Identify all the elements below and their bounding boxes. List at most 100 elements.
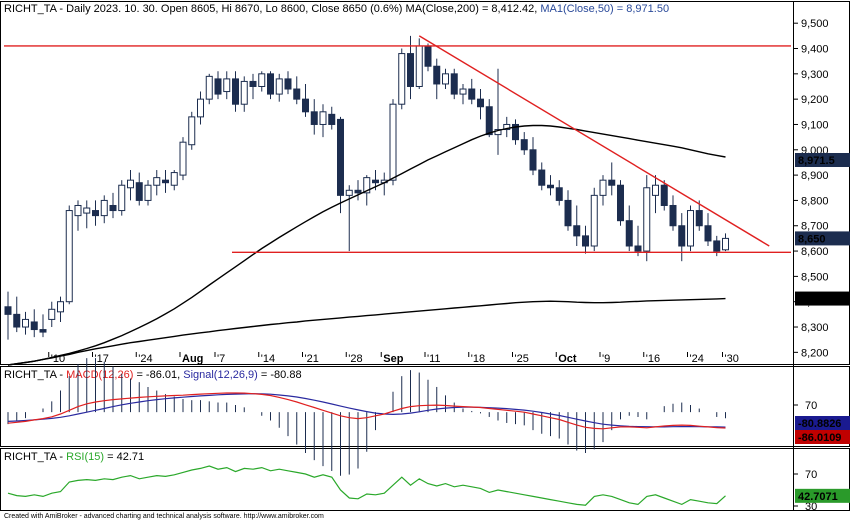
- candle: [713, 235, 721, 257]
- y-tick-label: 8,200: [801, 347, 829, 359]
- candle: [354, 180, 362, 201]
- candle: [485, 99, 493, 138]
- candle: [433, 58, 441, 100]
- candle: [538, 162, 546, 191]
- rsi-header-part1: RICHT_TA -: [4, 451, 66, 463]
- candle: [459, 83, 467, 105]
- candle: [625, 205, 633, 252]
- candle: [4, 291, 12, 340]
- x-tick-label: '25: [515, 353, 529, 365]
- candle: [22, 311, 29, 335]
- macd-header: RICHT_TA - MACD(12,26) = -86.01, Signal(…: [4, 369, 302, 381]
- candle: [39, 314, 47, 338]
- macd-header-part3: = -86.01,: [133, 369, 183, 381]
- candle: [179, 137, 187, 181]
- candle: [678, 213, 686, 262]
- rsi-badge-text: 42.7071: [798, 491, 838, 503]
- candle: [223, 71, 231, 100]
- x-tick-label: '17: [95, 353, 109, 365]
- footer-credit: Created with AmiBroker - advanced charti…: [4, 513, 324, 520]
- y-tick-label: 9,500: [801, 18, 829, 30]
- candle: [643, 175, 651, 262]
- price-header-text: RICHT_TA - Daily 2023. 10. 30. Open 8605…: [4, 3, 540, 15]
- candle: [100, 195, 108, 224]
- candle: [13, 296, 21, 333]
- y-tick-label: 8,800: [801, 195, 829, 207]
- candle: [302, 83, 309, 117]
- candle: [135, 172, 143, 206]
- candle: [529, 137, 537, 176]
- candle: [293, 76, 301, 105]
- candle: [555, 180, 563, 206]
- macd-header-part5: = -80.88: [258, 369, 302, 381]
- candle: [275, 73, 283, 102]
- candle: [520, 132, 528, 155]
- price-header: RICHT_TA - Daily 2023. 10. 30. Open 8605…: [4, 3, 669, 15]
- candle: [249, 73, 257, 100]
- candle: [345, 185, 353, 252]
- candle: [608, 162, 616, 196]
- candle: [83, 200, 91, 229]
- y-tick-label: 9,300: [801, 69, 829, 81]
- candle: [284, 71, 292, 95]
- macd-header-part1: RICHT_TA -: [4, 369, 66, 381]
- candle: [258, 71, 266, 92]
- candle: [477, 89, 484, 120]
- candle: [153, 170, 161, 196]
- macd-badge: [795, 430, 850, 444]
- candle: [267, 71, 274, 100]
- y-tick-label: 9,400: [801, 44, 829, 56]
- candle: [162, 170, 169, 193]
- candle: [74, 200, 82, 231]
- candle: [232, 71, 239, 112]
- ma50-line: [7, 124, 726, 366]
- y-tick-label: 9,200: [801, 94, 829, 106]
- macd-y-tick-label: 70: [805, 400, 817, 412]
- candle: [695, 200, 703, 231]
- signal-badge: [795, 416, 850, 430]
- candle: [92, 200, 99, 226]
- y-tick-label: 8,500: [801, 271, 829, 283]
- ma50-legend: MA1(Close,50) = 8,971.50: [540, 3, 669, 15]
- candle: [573, 205, 581, 246]
- candle: [704, 213, 712, 246]
- candle: [547, 175, 554, 196]
- x-tick-label: '28: [348, 353, 362, 365]
- y-tick-label: 8,600: [801, 246, 829, 258]
- ma50-badge: [795, 153, 850, 168]
- ma200-line: [7, 297, 726, 366]
- candle: [310, 99, 318, 135]
- candle: [590, 187, 598, 252]
- candle: [188, 111, 196, 150]
- x-tick-label: '7: [217, 353, 225, 365]
- candle: [57, 296, 64, 322]
- candle: [127, 170, 134, 201]
- y-tick-label: 8,900: [801, 170, 829, 182]
- x-tick-label: '24: [138, 353, 152, 365]
- candle: [669, 195, 677, 231]
- rsi-header-part2: RSI(15): [66, 451, 104, 463]
- signal-line: [7, 393, 726, 428]
- y-tick-label: 8,700: [801, 221, 829, 233]
- candle: [48, 301, 56, 328]
- candle: [564, 190, 572, 231]
- candle: [599, 175, 607, 206]
- x-tick-label: '10: [51, 353, 65, 365]
- price-area: [4, 35, 729, 340]
- last-price-badge-text: 8,650: [798, 233, 826, 245]
- candle: [617, 180, 624, 226]
- candle: [652, 175, 659, 214]
- candle: [65, 205, 73, 305]
- x-tick-label: '9: [602, 353, 610, 365]
- x-tick-label: '11: [427, 353, 441, 365]
- last-price-badge: [795, 231, 850, 246]
- candle: [109, 192, 117, 219]
- candle: [424, 43, 432, 72]
- rsi-header: RICHT_TA - RSI(15) = 42.71: [4, 451, 144, 463]
- macd-header-part4: Signal(12,26,9): [183, 369, 258, 381]
- candle: [337, 116, 344, 214]
- candle: [450, 68, 458, 100]
- down-trendline: [418, 35, 770, 247]
- rsi-header-part3: = 42.71: [104, 451, 144, 463]
